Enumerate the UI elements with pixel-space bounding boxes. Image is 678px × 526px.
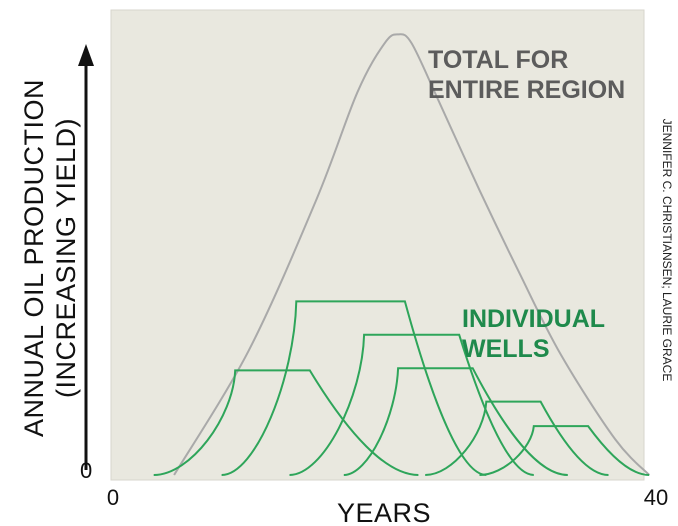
x-tick-label-0: 0 [107,485,119,510]
well-curve-1 [153,369,419,476]
y-tick-label-0: 0 [80,458,92,483]
well-curve-4 [343,367,568,476]
image-credit: JENNIFER C. CHRISTIANSEN; LAURIE GRACE [660,119,674,382]
x-axis-title: YEARS [337,498,431,526]
well-curve-3 [289,333,534,476]
x-tick-label-40: 40 [644,485,668,510]
y-axis-arrow-icon [78,44,94,66]
plot-panel [110,9,645,481]
series-line-total [173,33,650,476]
annotation-total-line-2: ENTIRE REGION [428,76,625,104]
annotation-wells-line-1: INDIVIDUAL [462,305,605,333]
annotation-wells-line-2: WELLS [462,335,550,363]
y-axis-title-line-2: (INCREASING YIELD) [51,118,81,398]
y-axis-title-line-1: ANNUAL OIL PRODUCTION [19,79,49,437]
individual-wells-series [153,300,650,476]
well-curve-6 [479,425,650,476]
well-curve-5 [425,400,609,476]
annotation-total-line-1: TOTAL FOR [428,46,568,74]
